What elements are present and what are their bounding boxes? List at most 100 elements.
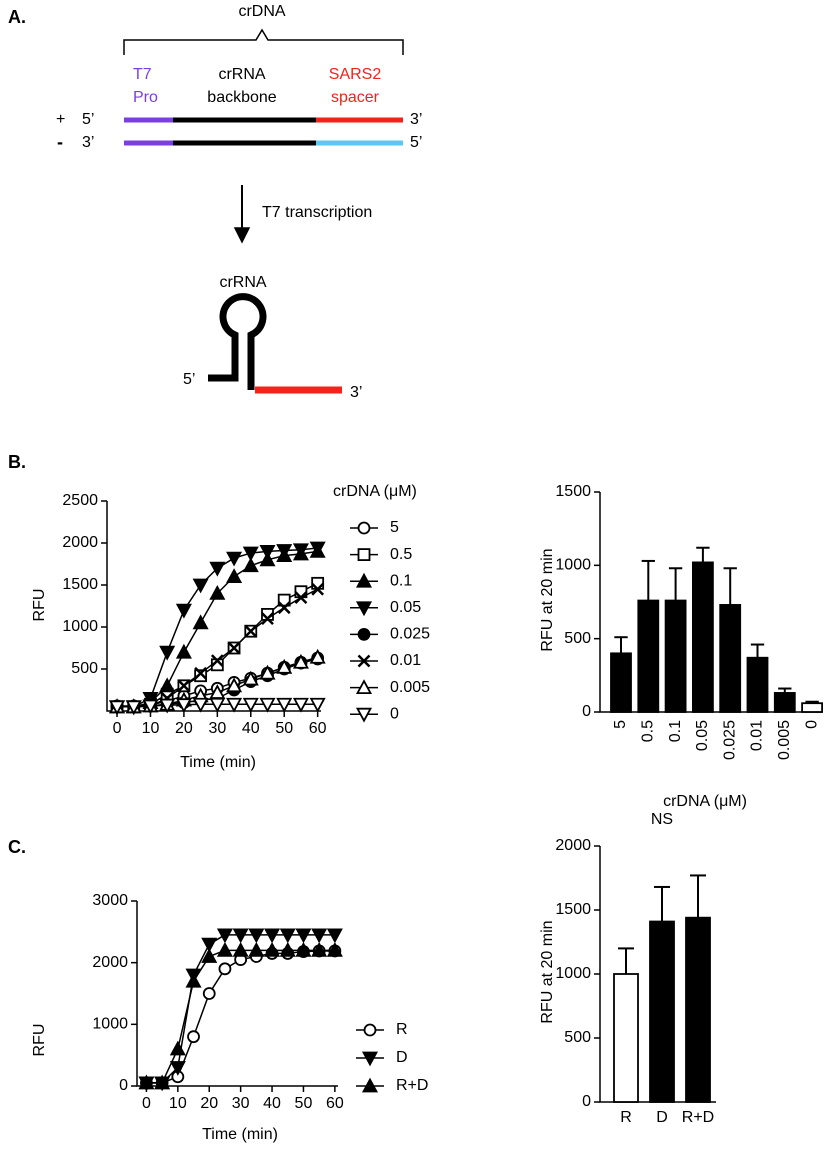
- legend-marker: [355, 601, 373, 617]
- bar: [613, 973, 639, 1103]
- legend-label: 0.05: [390, 599, 421, 616]
- x-tick-label: 5: [612, 720, 629, 729]
- data-point: [248, 928, 265, 944]
- y-tick-label: 1000: [92, 1016, 128, 1033]
- y-tick-label: 1000: [555, 965, 591, 982]
- strand-end: 3’: [410, 111, 422, 128]
- data-point: [309, 648, 326, 664]
- x-tick-label: 10: [142, 720, 160, 737]
- arrow-label: T7 transcription: [262, 204, 372, 221]
- legend-marker: [355, 572, 373, 588]
- x-tick-label: 0.005: [776, 720, 793, 760]
- bar: [610, 652, 632, 713]
- data-point: [279, 928, 296, 944]
- bar: [773, 692, 796, 713]
- bar: [719, 604, 742, 713]
- x-tick-label: R: [620, 1109, 632, 1126]
- data-point: [187, 1030, 200, 1044]
- legend-label: R: [396, 1021, 408, 1038]
- data-point: [244, 624, 258, 638]
- data-point: [261, 612, 274, 625]
- legend-marker: [357, 521, 371, 535]
- data-point: [242, 697, 259, 713]
- y-tick-label: 500: [564, 1029, 591, 1046]
- data-point: [295, 928, 312, 944]
- data-point: [292, 697, 309, 713]
- legend-marker: [363, 1023, 377, 1037]
- product-end: 5’: [183, 371, 195, 388]
- data-point: [276, 544, 293, 559]
- data-point: [295, 941, 312, 957]
- data-point: [259, 664, 276, 680]
- crrna-hairpin: [208, 293, 267, 390]
- x-tick-label: 0.01: [749, 720, 766, 751]
- y-tick-label: 2000: [62, 534, 98, 551]
- y-axis-label: RFU at 20 min: [539, 548, 556, 651]
- data-point: [216, 928, 233, 944]
- data-point: [226, 697, 243, 713]
- data-point: [138, 1074, 155, 1090]
- bar: [692, 561, 714, 713]
- legend-label: 0.025: [390, 626, 430, 643]
- data-point: [259, 697, 276, 713]
- data-point: [276, 697, 293, 713]
- legend-marker: [357, 628, 371, 641]
- data-point: [159, 698, 176, 714]
- x-tick-label: 10: [169, 1095, 187, 1112]
- bar: [664, 599, 687, 713]
- data-point: [259, 545, 276, 560]
- diagram: [123, 28, 404, 394]
- legend-label: 0.01: [390, 652, 421, 669]
- x-tick-label: 60: [326, 1095, 344, 1112]
- x-tick-label: 40: [263, 1095, 281, 1112]
- bar: [649, 920, 675, 1103]
- legend-marker: [361, 1077, 379, 1093]
- x-tick-label: 60: [309, 720, 327, 737]
- x-tick-label: 0.025: [721, 720, 738, 760]
- data-point: [311, 928, 328, 944]
- data-point: [309, 541, 326, 557]
- x-axis-label: crDNA (μM): [663, 793, 747, 810]
- data-point: [218, 962, 232, 976]
- strand-sign: -: [57, 132, 63, 152]
- x-tick-label: 0.1: [667, 720, 684, 742]
- segment-label: spacer: [331, 89, 380, 106]
- data-point: [277, 593, 291, 607]
- panel-label: B.: [8, 452, 26, 472]
- legend-label: 0.5: [390, 546, 412, 563]
- strand-sign: +: [56, 111, 65, 128]
- x-axis-label: Time (min): [202, 1126, 278, 1143]
- data-point: [202, 987, 216, 1000]
- data-point: [192, 697, 209, 713]
- data-point: [159, 645, 176, 661]
- y-tick-label: 1500: [62, 576, 98, 593]
- panel-label: C.: [8, 837, 26, 857]
- data-point: [216, 941, 233, 957]
- strand-end: 5’: [82, 111, 94, 128]
- x-tick-label: 50: [275, 720, 293, 737]
- data-point: [210, 654, 224, 667]
- data-point: [194, 666, 208, 680]
- y-tick-label: 2500: [62, 492, 98, 509]
- x-tick-label: 20: [175, 720, 193, 737]
- x-tick-label: 50: [295, 1095, 313, 1112]
- y-tick-label: 500: [564, 630, 591, 647]
- data-point: [175, 698, 192, 714]
- data-point: [279, 941, 296, 957]
- data-point: [326, 941, 343, 957]
- legend-label: D: [396, 1049, 408, 1066]
- data-point: [242, 557, 259, 573]
- x-tick-label: R+D: [682, 1109, 714, 1126]
- y-tick-label: 0: [119, 1077, 128, 1094]
- axis: [106, 501, 321, 712]
- data-point: [326, 928, 343, 944]
- product-end: 3’: [350, 384, 362, 401]
- data-point: [264, 941, 281, 957]
- segment-label: backbone: [207, 89, 276, 106]
- legend-marker: [361, 1051, 379, 1067]
- legend-label: R+D: [396, 1077, 428, 1094]
- data-point: [209, 561, 226, 577]
- legend-label: 0: [390, 705, 399, 722]
